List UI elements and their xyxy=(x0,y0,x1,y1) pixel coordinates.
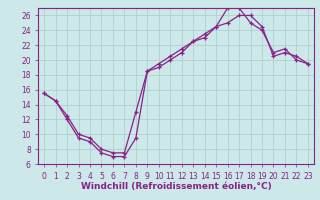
X-axis label: Windchill (Refroidissement éolien,°C): Windchill (Refroidissement éolien,°C) xyxy=(81,182,271,191)
